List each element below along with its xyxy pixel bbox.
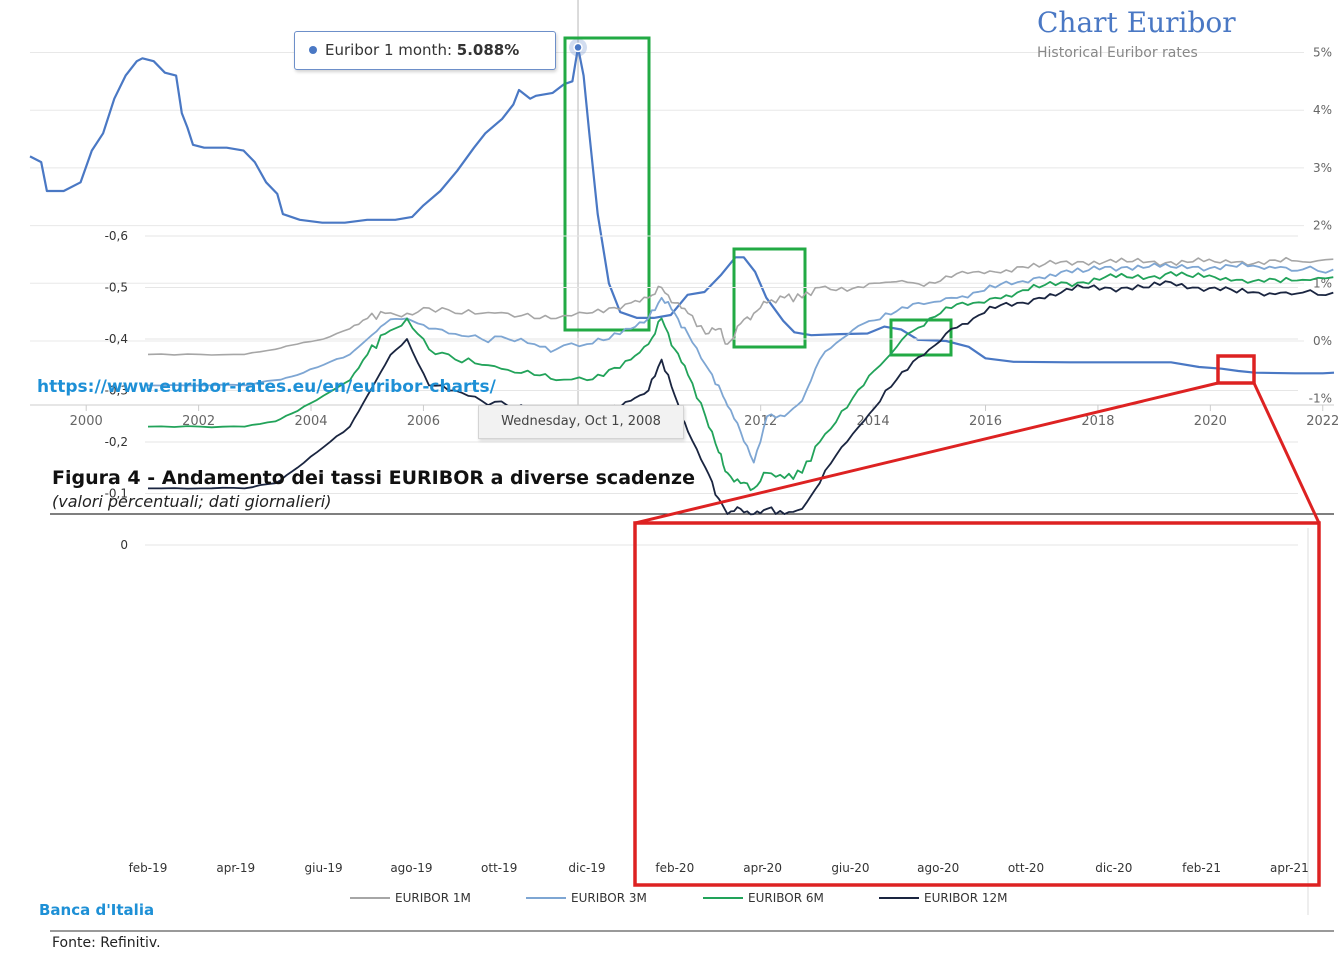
- legend-euribor-12m-label: EURIBOR 12M: [924, 891, 1007, 905]
- euribor-historical-chart: -1% 0% 1% 2% 3% 4% 5% 2000 2002 2004 2006 2012 2014 2…: [29, 0, 1339, 429]
- series-line-euribor-6m: [147, 271, 1334, 492]
- x-tick-label: 2022: [1306, 414, 1339, 429]
- x-tick-label: ago-20: [917, 861, 959, 875]
- x-tick-label: ago-19: [390, 861, 432, 875]
- y-tick-label: -0,2: [105, 435, 128, 449]
- series-line-euribor-12m: [148, 280, 1334, 516]
- x-tick-label: feb-20: [655, 861, 694, 875]
- x-tick-label: 2012: [744, 414, 777, 429]
- x-tick-label: 2016: [969, 414, 1002, 429]
- chart-subtitle: Historical Euribor rates: [1037, 45, 1198, 61]
- x-tick-label: giu-19: [305, 861, 343, 875]
- highlight-box-2011: [732, 247, 807, 349]
- legend-euribor-1m-label: EURIBOR 1M: [395, 891, 471, 905]
- highlight-box-2014: [889, 318, 953, 357]
- figure-title: Figura 4 - Andamento dei tassi EURIBOR a…: [52, 467, 695, 489]
- y-tick-label: -0,1: [105, 487, 128, 501]
- source-note: Fonte: Refinitiv.: [52, 935, 161, 951]
- chart-title: Chart Euribor: [1037, 6, 1236, 39]
- legend-euribor-3m-label: EURIBOR 3M: [571, 891, 647, 905]
- x-tick-label: 2020: [1194, 414, 1227, 429]
- x-tick-label: dic-20: [1095, 861, 1132, 875]
- y-tick-label: -0,4: [105, 332, 128, 346]
- x-tick-label: ott-19: [481, 861, 517, 875]
- y-tick-label: 4%: [1313, 103, 1332, 117]
- series-line-euribor-3m: [147, 261, 1334, 464]
- legend-euribor-6m-label: EURIBOR 6M: [748, 891, 824, 905]
- y-tick-label: -1%: [1309, 392, 1332, 406]
- x-tick-label: giu-20: [831, 861, 869, 875]
- x-tick-label: 2004: [294, 414, 327, 429]
- y-tick-label: 5%: [1313, 46, 1332, 60]
- x-tick-label: 2014: [857, 414, 890, 429]
- series-line-euribor-1m: [29, 46, 1335, 375]
- tooltip-series: Euribor 1 month: [325, 41, 447, 59]
- highlight-box-2008: [563, 36, 651, 332]
- zoom-box-2020: [633, 521, 1321, 887]
- x-tick-label: 2018: [1081, 414, 1114, 429]
- zoom-source-box: [1216, 354, 1256, 385]
- y-tick-label: -0,6: [105, 229, 128, 243]
- y-tick-label: -0,5: [105, 281, 128, 295]
- zoom-connector-left: [634, 381, 1219, 525]
- x-tick-label: dic-19: [568, 861, 605, 875]
- crosshair-date-label: Wednesday, Oct 1, 2008: [478, 405, 684, 439]
- figure-subtitle: (valori percentuali; dati giornalieri): [52, 492, 332, 511]
- y-tick-label: 2%: [1313, 219, 1332, 233]
- tooltip-point: [573, 42, 583, 53]
- x-tick-label: apr-19: [216, 861, 255, 875]
- publisher-label: Banca d'Italia: [39, 901, 155, 919]
- zoom-connector-right: [1252, 382, 1321, 524]
- x-tick-label: apr-20: [743, 861, 782, 875]
- tooltip-text: Euribor 1 month: 5.088%: [325, 41, 520, 59]
- series-line-euribor-1m: [147, 256, 1334, 356]
- tooltip-value: 5.088%: [456, 41, 520, 59]
- y-tick-label: 3%: [1313, 161, 1332, 175]
- y-tick-label: 1%: [1313, 276, 1332, 290]
- tooltip: Euribor 1 month: 5.088%: [294, 31, 556, 70]
- y-tick-label: 0%: [1313, 334, 1332, 348]
- source-url[interactable]: https://www.euribor-rates.eu/en/euribor-…: [37, 377, 496, 397]
- x-tick-label: 2002: [182, 414, 215, 429]
- tooltip-series-dot: [309, 46, 317, 54]
- x-tick-label: feb-21: [1182, 861, 1221, 875]
- y-tick-label: 0: [120, 538, 128, 552]
- x-tick-label: 2000: [70, 414, 103, 429]
- x-tick-label: 2006: [407, 414, 440, 429]
- x-tick-label: feb-19: [129, 861, 168, 875]
- x-tick-label: ott-20: [1008, 861, 1044, 875]
- x-tick-label: apr-21: [1270, 861, 1309, 875]
- y-tick-label: -0,3: [105, 384, 128, 398]
